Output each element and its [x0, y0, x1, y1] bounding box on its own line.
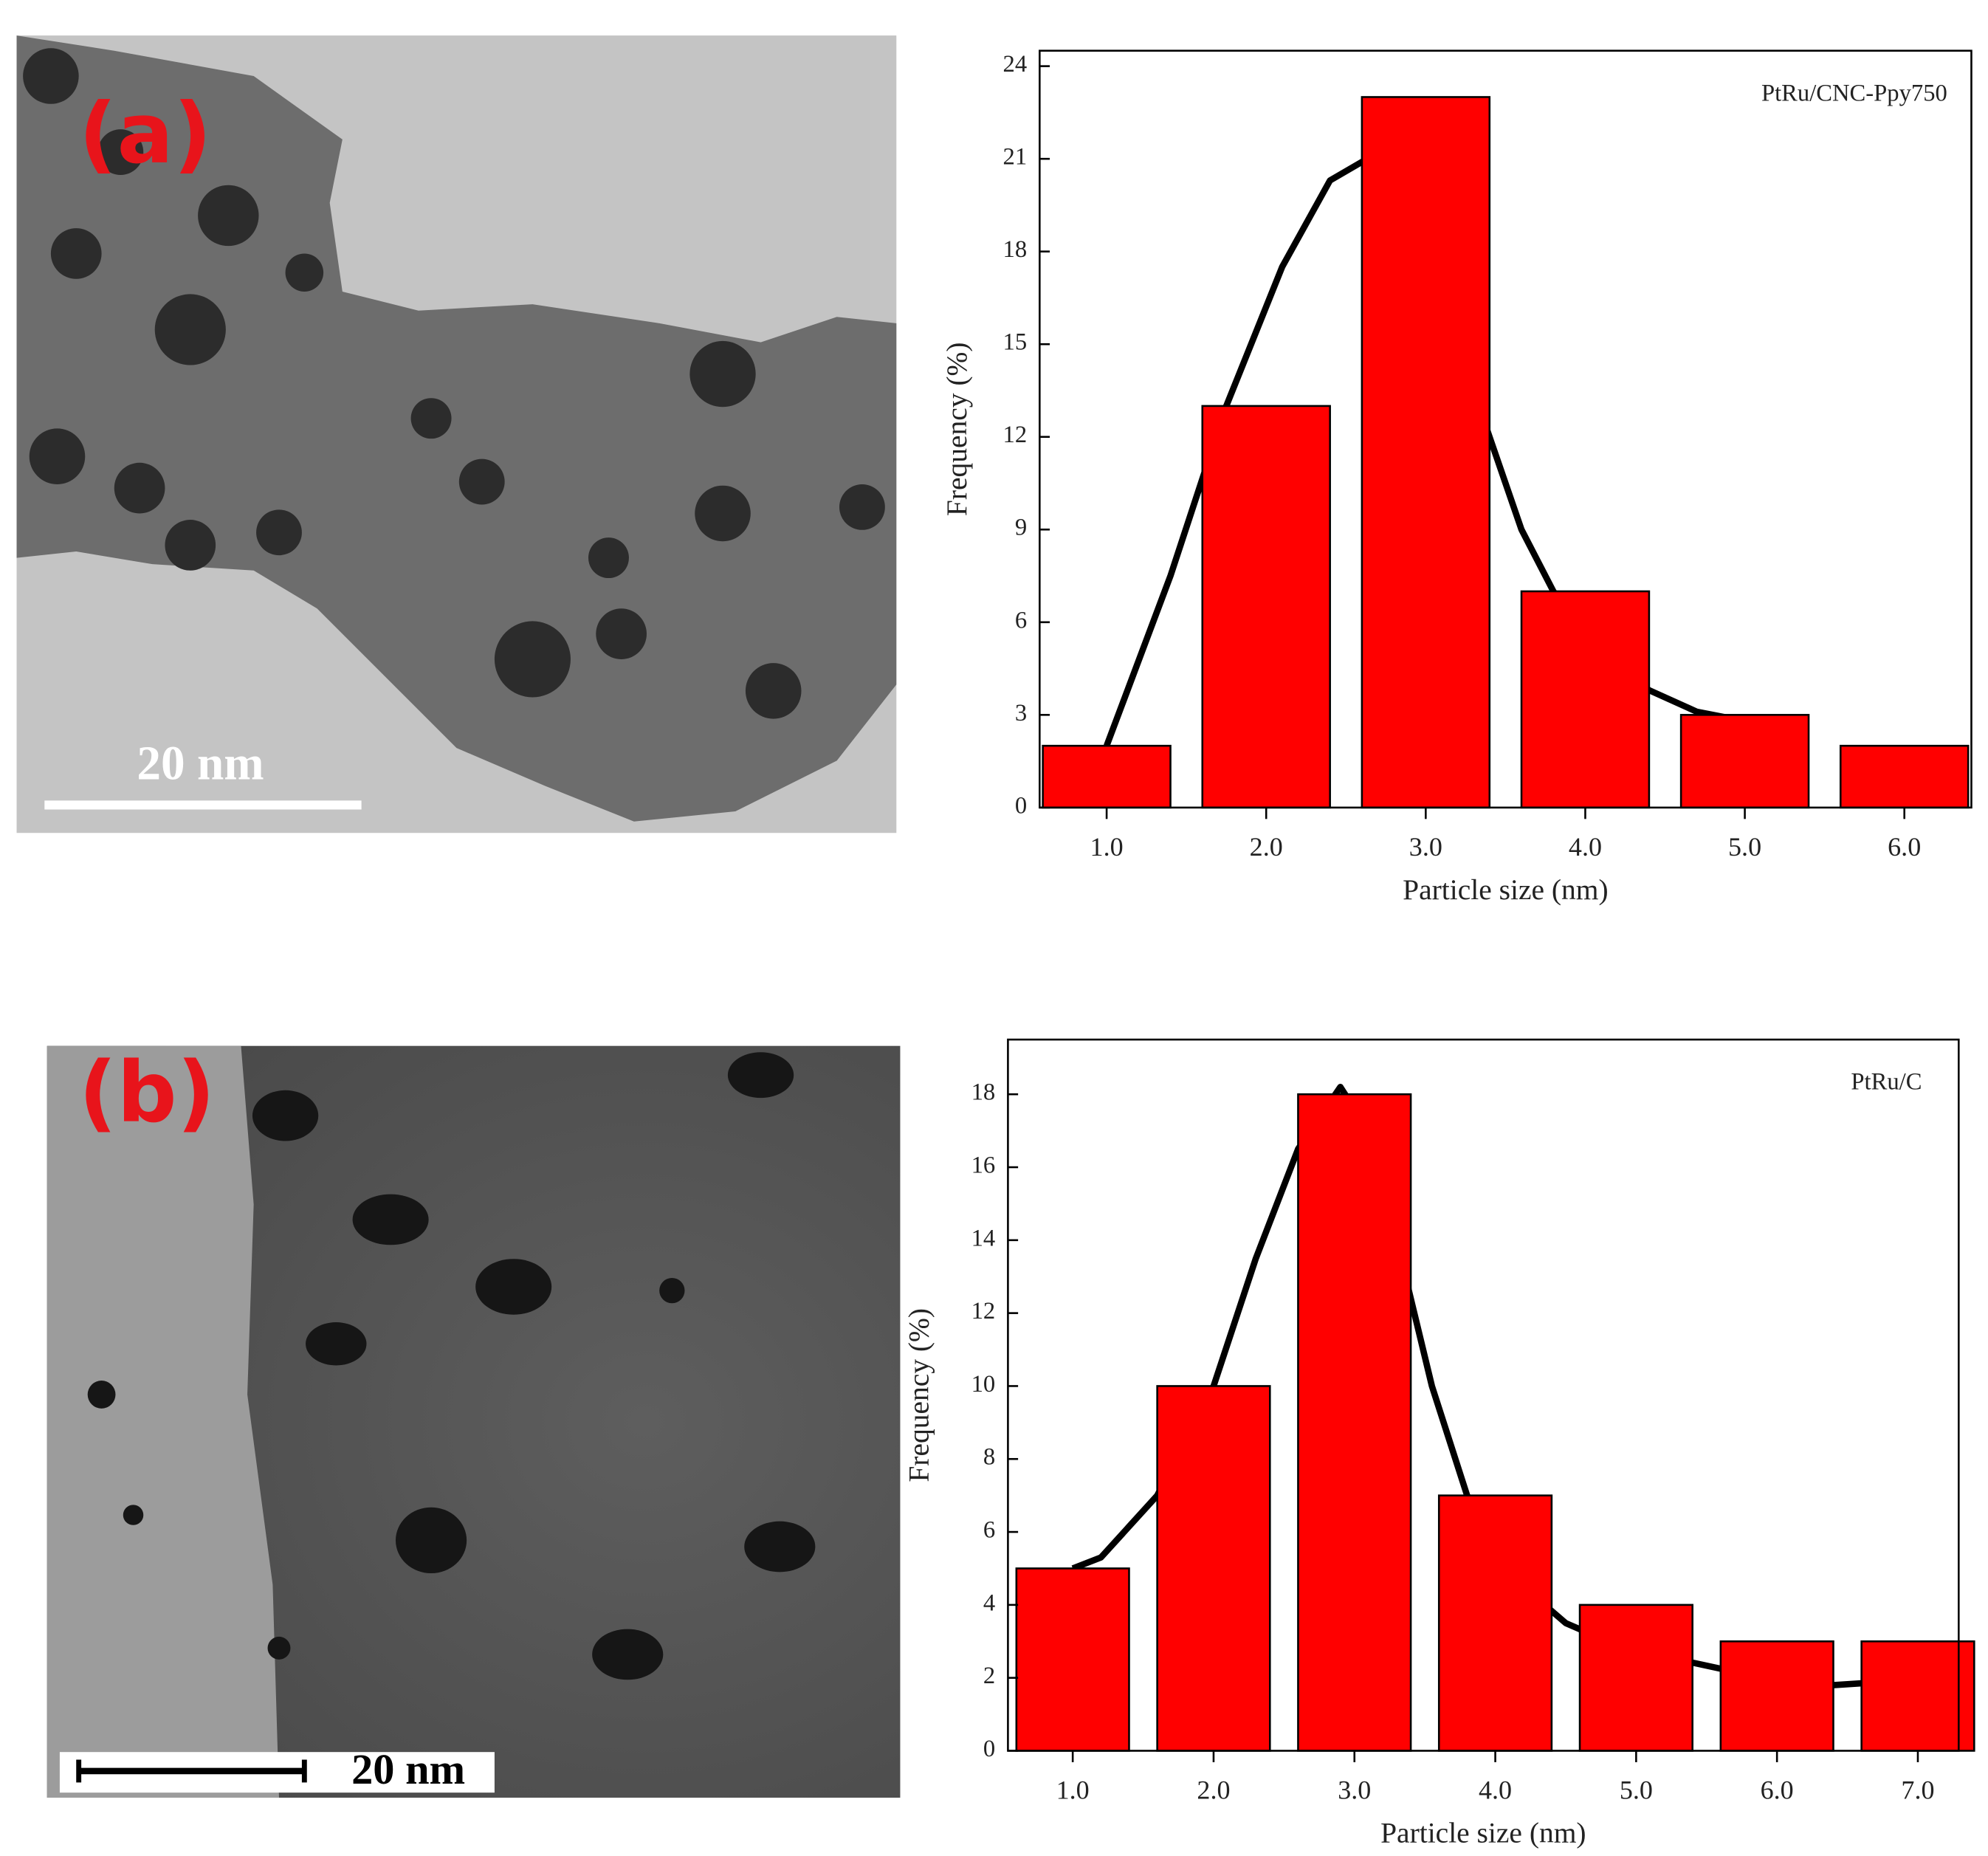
bar — [1156, 1385, 1271, 1752]
y-tick-label: 4 — [983, 1589, 995, 1616]
x-tick-label: 3.0 — [1409, 832, 1442, 862]
x-tick-label: 3.0 — [1338, 1775, 1371, 1804]
bar — [1437, 1494, 1553, 1752]
y-tick-label: 14 — [971, 1225, 996, 1251]
tem-image-a: 20 nm (a) — [16, 35, 897, 834]
scale-bar-label: 20 nm — [351, 1745, 465, 1793]
y-tick-label: 3 — [1015, 700, 1027, 726]
x-tick-label: 6.0 — [1761, 1775, 1794, 1804]
y-tick-label: 18 — [971, 1079, 996, 1106]
plot-frame — [1039, 49, 1972, 809]
x-tick-label: 4.0 — [1479, 1775, 1512, 1804]
bar — [1520, 590, 1651, 809]
bar — [1042, 744, 1172, 809]
y-tick-label: 24 — [1003, 51, 1028, 78]
panel-label: (a) — [79, 85, 212, 182]
y-tick-label: 9 — [1015, 515, 1027, 541]
bar — [1297, 1093, 1412, 1752]
bar — [1719, 1640, 1834, 1752]
annotation: PtRu/CNC-Ppy750 — [1761, 80, 1947, 106]
bar — [1839, 744, 1970, 809]
annotation: PtRu/C — [1851, 1069, 1922, 1096]
y-tick-label: 0 — [983, 1736, 995, 1762]
y-tick-label: 2 — [983, 1663, 995, 1689]
x-tick-label: 2.0 — [1250, 832, 1283, 862]
x-tick-label: 4.0 — [1569, 832, 1602, 862]
x-tick-label: 5.0 — [1728, 832, 1761, 862]
x-tick-label: 1.0 — [1056, 1775, 1090, 1804]
x-tick-label: 2.0 — [1197, 1775, 1230, 1804]
scale-bar-label: 20 nm — [137, 738, 264, 791]
bar — [1361, 96, 1491, 809]
panel-label: (b) — [79, 1043, 216, 1141]
y-tick-label: 16 — [971, 1152, 996, 1179]
x-tick-label: 6.0 — [1888, 832, 1921, 862]
x-tick-label: 1.0 — [1090, 832, 1124, 862]
x-axis-label: Particle size (nm) — [1380, 1817, 1586, 1849]
y-tick-label: 0 — [1015, 792, 1027, 819]
y-tick-label: 21 — [1003, 144, 1028, 171]
y-tick-label: 10 — [971, 1371, 996, 1398]
histogram: 0 3 6 9 12 15 18 21 24 1.0 2.0 3.0 4.0 5.0 6.0 Particle… — [940, 49, 1972, 906]
y-tick-label: 12 — [1003, 422, 1028, 448]
y-tick-label: 18 — [1003, 236, 1028, 263]
tem-image-b: 20 nm (b) — [47, 1043, 901, 1798]
bar — [1578, 1604, 1693, 1752]
histogram: 0 2 4 6 8 10 12 14 16 18 1.0 2.0 3.0 4.0 5.0 6.0 7.0 Part… — [903, 1038, 1975, 1849]
y-tick-label: 12 — [971, 1298, 996, 1324]
y-axis-label: Frequency (%) — [940, 342, 973, 516]
y-tick-label: 15 — [1003, 329, 1028, 356]
bar — [1860, 1640, 1975, 1752]
bar — [1201, 405, 1331, 809]
x-tick-label: 5.0 — [1620, 1775, 1653, 1804]
x-tick-label: 7.0 — [1901, 1775, 1934, 1804]
x-axis-label: Particle size (nm) — [1403, 873, 1608, 906]
y-axis-label: Frequency (%) — [903, 1308, 935, 1482]
plot-frame — [1007, 1038, 1960, 1752]
y-tick-label: 6 — [983, 1517, 995, 1544]
bar — [1679, 714, 1810, 809]
bar — [1015, 1567, 1130, 1752]
y-tick-label: 6 — [1015, 607, 1027, 633]
y-tick-label: 8 — [983, 1444, 995, 1471]
